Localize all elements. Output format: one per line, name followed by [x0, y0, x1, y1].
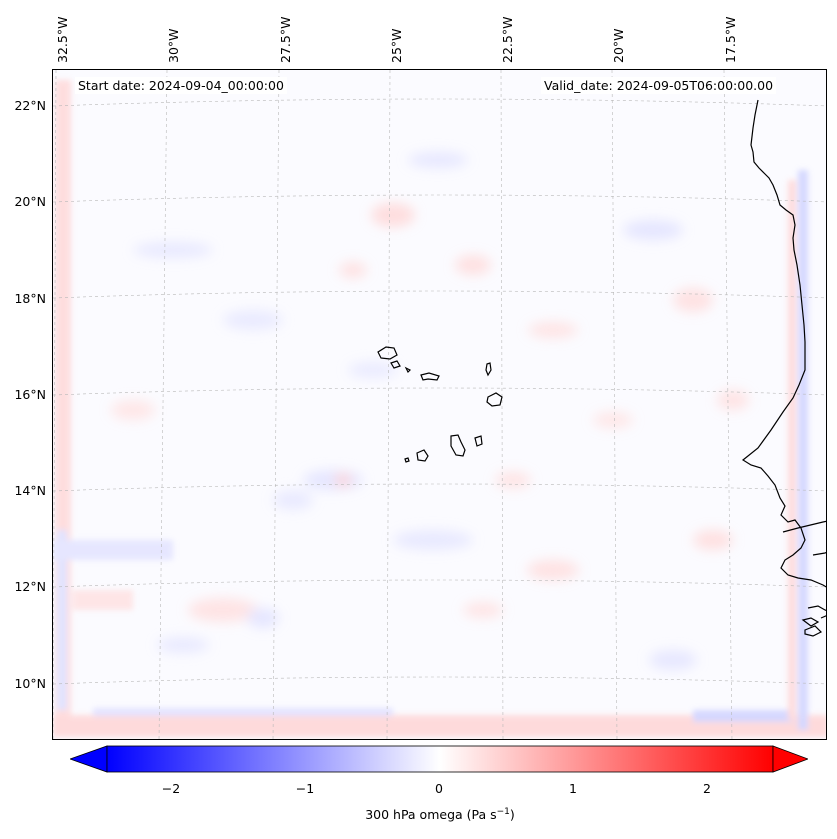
island-boa-vista [486, 392, 503, 407]
lat-label-14n: 14°N [14, 483, 46, 498]
colorbar-extend-min [68, 745, 108, 773]
island-brava [404, 457, 410, 463]
lon-label-22-5w: 22.5°W [500, 16, 515, 63]
island-santa-luzia [404, 366, 412, 374]
start-date-label: Start date: 2024-09-04_00:00:00 [75, 77, 287, 94]
lon-label-20w: 20°W [611, 28, 626, 63]
valid-date-label: Valid_date: 2024-09-05T06:00:00.00 [541, 77, 777, 94]
graticule [53, 70, 826, 739]
island-fogo [416, 449, 429, 462]
cape-verde-islands [377, 346, 503, 463]
lat-label-12n: 12°N [14, 579, 46, 594]
lon-label-17-5w: 17.5°W [723, 16, 738, 63]
island-sao-nicolau [420, 372, 440, 381]
island-maio [474, 435, 483, 447]
colorbar-tick-2: 2 [703, 781, 711, 796]
colorbar-title: 300 hPa omega (Pa s−1) [0, 807, 837, 822]
lat-label-20n: 20°N [14, 194, 46, 209]
colorbar-tick-0: 0 [435, 781, 443, 796]
lat-label-10n: 10°N [14, 676, 46, 691]
colorbar-gradient [106, 745, 774, 773]
colorbar-title-text: 300 hPa omega (Pa s [365, 807, 497, 823]
island-sal [485, 362, 492, 377]
colorbar-tick-neg2: −2 [161, 781, 181, 796]
lon-label-27-5w: 27.5°W [278, 16, 293, 63]
colorbar-title-close: ) [509, 807, 515, 823]
colorbar-svg [68, 745, 810, 773]
map-panel [52, 69, 827, 740]
colorbar-extend-max [772, 745, 810, 773]
lat-label-22n: 22°N [14, 98, 46, 113]
boundary-bands [53, 80, 826, 737]
colorbar [68, 744, 810, 774]
lon-label-30w: 30°W [166, 28, 181, 63]
lon-label-32-5w: 32.5°W [55, 16, 70, 63]
map-background [53, 70, 826, 739]
island-santiago [450, 434, 466, 457]
omega-field-map [53, 70, 826, 739]
colorbar-tick-1: 1 [569, 781, 577, 796]
island-santo-antao [377, 346, 398, 360]
colorbar-tick-neg1: −1 [295, 781, 315, 796]
colorbar-title-unit-exponent: −1 [496, 807, 510, 817]
island-sao-vicente [390, 360, 401, 369]
lat-label-18n: 18°N [14, 291, 46, 306]
lon-label-25w: 25°W [389, 28, 404, 63]
africa-coastline [741, 99, 826, 637]
lat-label-16n: 16°N [14, 387, 46, 402]
